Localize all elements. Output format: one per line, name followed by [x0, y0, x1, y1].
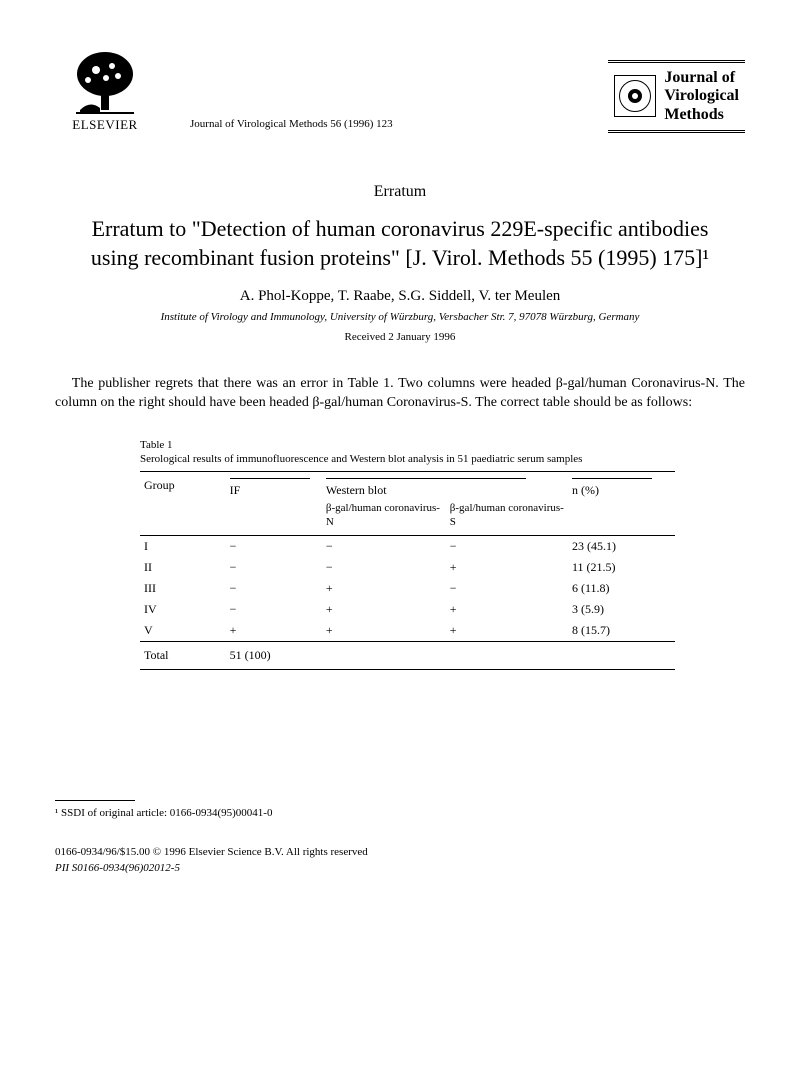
- table-total-row: Total 51 (100): [140, 642, 675, 670]
- footnote: ¹ SSDI of original article: 0166-0934(95…: [55, 807, 745, 819]
- table-container: Table 1 Serological results of immunoflu…: [140, 439, 675, 671]
- table-row: I − − − 23 (45.1): [140, 536, 675, 558]
- journal-title-line1: Journal of: [664, 69, 739, 87]
- col-wb-s: β-gal/human coronavirus-S: [446, 500, 568, 536]
- journal-title-line3: Methods: [664, 106, 739, 124]
- article-authors: A. Phol-Koppe, T. Raabe, S.G. Siddell, V…: [55, 288, 745, 305]
- col-group: Group: [140, 471, 226, 500]
- journal-title: Journal of Virological Methods: [664, 69, 739, 124]
- data-table: Group IF Western blot n (%) β-gal/human …: [140, 471, 675, 671]
- header-citation: Journal of Virological Methods 56 (1996)…: [155, 118, 608, 133]
- table-row: IV − + + 3 (5.9): [140, 599, 675, 620]
- table-row: V + + + 8 (15.7): [140, 620, 675, 642]
- article-title: Erratum to "Detection of human coronavir…: [55, 215, 745, 272]
- journal-box: Journal of Virological Methods: [608, 60, 745, 133]
- publisher-block: ELSEVIER: [55, 50, 155, 133]
- footnote-rule: [55, 800, 135, 801]
- page-header: ELSEVIER Journal of Virological Methods …: [55, 50, 745, 133]
- elsevier-tree-icon: [70, 50, 140, 115]
- journal-title-line2: Virological: [664, 87, 739, 105]
- page-footer: 0166-0934/96/$15.00 © 1996 Elsevier Scie…: [55, 845, 745, 876]
- col-wb: Western blot: [326, 478, 526, 498]
- article-body: The publisher regrets that there was an …: [55, 375, 745, 413]
- copyright-line: 0166-0934/96/$15.00 © 1996 Elsevier Scie…: [55, 845, 745, 860]
- journal-logo-icon: [614, 75, 656, 117]
- pii-line: PII S0166-0934(96)02012-5: [55, 861, 745, 876]
- publisher-name: ELSEVIER: [72, 117, 137, 133]
- table-row: III − + − 6 (11.8): [140, 578, 675, 599]
- article-received: Received 2 January 1996: [55, 331, 745, 343]
- table-label: Table 1: [140, 439, 675, 451]
- col-n: n (%): [572, 478, 652, 498]
- article-affiliation: Institute of Virology and Immunology, Un…: [55, 311, 745, 323]
- section-label: Erratum: [55, 183, 745, 201]
- col-if: IF: [230, 478, 310, 498]
- col-wb-n: β-gal/human coronavirus-N: [322, 500, 446, 536]
- table-row: II − − + 11 (21.5): [140, 557, 675, 578]
- table-caption: Serological results of immunofluorescenc…: [140, 453, 675, 465]
